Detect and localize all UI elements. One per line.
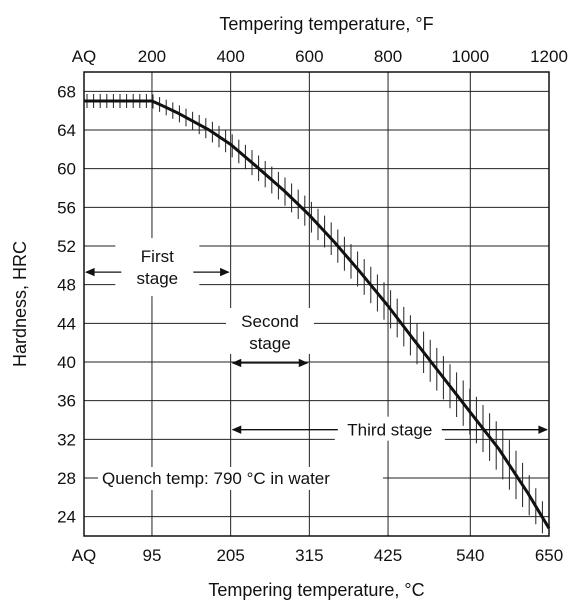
x-tick-label-top: 800 bbox=[374, 47, 402, 66]
bottom-axis-title: Tempering temperature, °C bbox=[208, 580, 424, 600]
x-tick-label-top: 400 bbox=[216, 47, 244, 66]
hardness-curve bbox=[84, 99, 551, 530]
x-tick-label-top: 1000 bbox=[451, 47, 489, 66]
plot-frame bbox=[83, 71, 550, 537]
y-tick-label: 32 bbox=[57, 430, 76, 449]
first-stage-label: stage bbox=[137, 269, 179, 288]
x-tick-label-bottom: 95 bbox=[143, 546, 162, 565]
arrow-head bbox=[231, 425, 242, 434]
x-tick-label-top: 1200 bbox=[530, 47, 568, 66]
tick-labels: AQ 95 205 315 425 540 650 AQ 200 400 600 800 1000 120… bbox=[57, 47, 568, 565]
y-axis-title: Hardness, HRC bbox=[10, 241, 30, 367]
label-background bbox=[334, 416, 445, 441]
quench-annotation: Quench temp: 790 °C in water bbox=[102, 469, 330, 488]
y-tick-label: 48 bbox=[57, 276, 76, 295]
x-tick-label-bottom: 650 bbox=[535, 546, 563, 565]
y-tick-label: 56 bbox=[57, 198, 76, 217]
y-tick-label: 68 bbox=[57, 82, 76, 101]
y-tick-label: 36 bbox=[57, 392, 76, 411]
x-tick-label-bottom: AQ bbox=[72, 546, 97, 565]
arrow-head bbox=[231, 358, 242, 368]
y-tick-label: 40 bbox=[57, 353, 76, 372]
x-tick-label-top: 200 bbox=[138, 47, 166, 66]
label-background bbox=[98, 467, 383, 490]
third-stage-label: Third stage bbox=[347, 421, 432, 440]
y-tick-label: 60 bbox=[57, 160, 76, 179]
y-tick-label: 64 bbox=[57, 121, 76, 140]
arrow-head bbox=[298, 358, 309, 368]
label-background bbox=[115, 238, 200, 297]
arrow-head bbox=[85, 267, 95, 277]
arrow-head bbox=[220, 267, 230, 277]
second-stage-label: Second bbox=[241, 312, 299, 331]
label-background bbox=[226, 307, 314, 354]
x-tick-label-bottom: 540 bbox=[456, 546, 484, 565]
first-stage-label: First bbox=[141, 247, 174, 266]
x-tick-label-bottom: 425 bbox=[374, 546, 402, 565]
second-stage-label: stage bbox=[249, 334, 291, 353]
top-axis-title: Tempering temperature, °F bbox=[219, 14, 433, 34]
x-tick-label-top: 600 bbox=[295, 47, 323, 66]
stage-annotations: First stage Second stage Third stage Quench t… bbox=[85, 238, 548, 490]
y-tick-label: 44 bbox=[57, 314, 76, 333]
arrow-head bbox=[538, 425, 548, 434]
x-tick-label-bottom: 315 bbox=[295, 546, 323, 565]
x-tick-label-bottom: 205 bbox=[216, 546, 244, 565]
y-tick-label: 24 bbox=[57, 508, 76, 527]
y-tick-label: 52 bbox=[57, 237, 76, 256]
x-tick-label-top: AQ bbox=[72, 47, 97, 66]
y-tick-label: 28 bbox=[57, 469, 76, 488]
grid-lines bbox=[83, 72, 550, 536]
